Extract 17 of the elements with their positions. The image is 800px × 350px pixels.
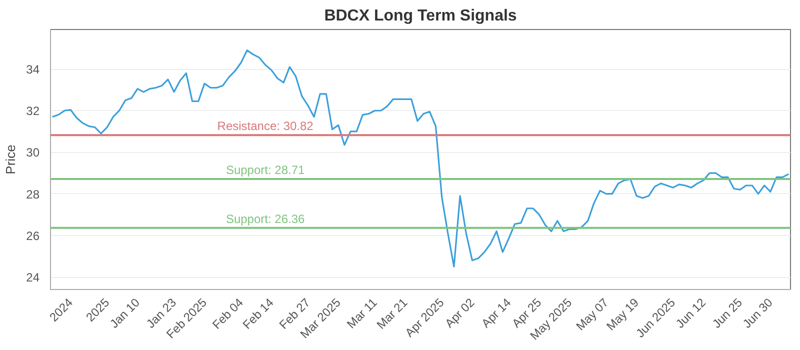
x-tick-label: Apr 14	[478, 295, 514, 330]
y-tick-label: 28	[26, 187, 40, 202]
x-tick-label: Jun 12	[673, 295, 709, 331]
y-tick-label: 30	[26, 146, 40, 160]
line-series	[52, 50, 790, 268]
x-tick-label: Apr 02	[442, 295, 478, 330]
y-tick-label: 32	[26, 104, 40, 118]
chart-title: BDCX Long Term Signals	[324, 8, 517, 24]
ref-line-label: Support: 26.36	[226, 212, 306, 226]
x-tick-label: Jan 10	[107, 295, 143, 331]
ref-line-label: Support: 28.71	[226, 163, 306, 178]
x-tick-label: Jun 25	[710, 295, 746, 331]
y-tick-label: 26	[26, 228, 40, 243]
ref-line-label: Resistance: 30.82	[217, 119, 314, 134]
y-tick-label: 24	[26, 270, 40, 285]
y-axis-title: Price	[3, 144, 18, 174]
y-tick-label: 34	[26, 62, 40, 77]
